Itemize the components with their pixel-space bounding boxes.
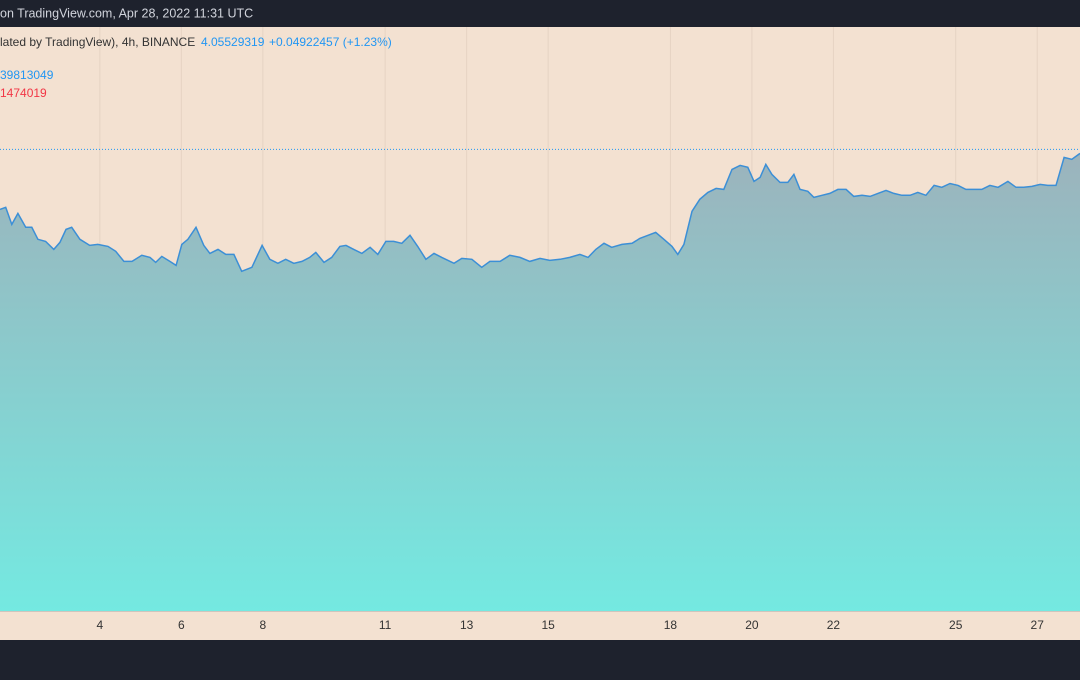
x-tick-label: 11	[379, 618, 392, 632]
top-bar	[0, 0, 1080, 27]
x-tick-label: 25	[949, 618, 963, 632]
area-line	[0, 152, 1080, 273]
indicator-value: 39813049	[0, 68, 54, 82]
x-tick-label: 22	[827, 618, 841, 632]
indicator-value: 1474019	[0, 86, 47, 100]
last-price: 4.05529319	[201, 35, 265, 49]
x-tick-label: 20	[745, 618, 759, 632]
x-tick-label: 15	[541, 618, 555, 632]
x-tick-label: 18	[664, 618, 678, 632]
legend-title: lated by TradingView), 4h, BINANCE	[0, 35, 195, 49]
x-tick-label: 13	[460, 618, 474, 632]
price-change: +0.04922457 (+1.23%)	[269, 35, 392, 49]
x-tick-label: 4	[97, 618, 104, 632]
header-text: on TradingView.com, Apr 28, 2022 11:31 U…	[0, 6, 253, 20]
area-fill	[0, 153, 1080, 611]
x-tick-label: 6	[178, 618, 185, 632]
x-tick-label: 8	[260, 618, 267, 632]
x-tick-label: 27	[1031, 618, 1045, 632]
